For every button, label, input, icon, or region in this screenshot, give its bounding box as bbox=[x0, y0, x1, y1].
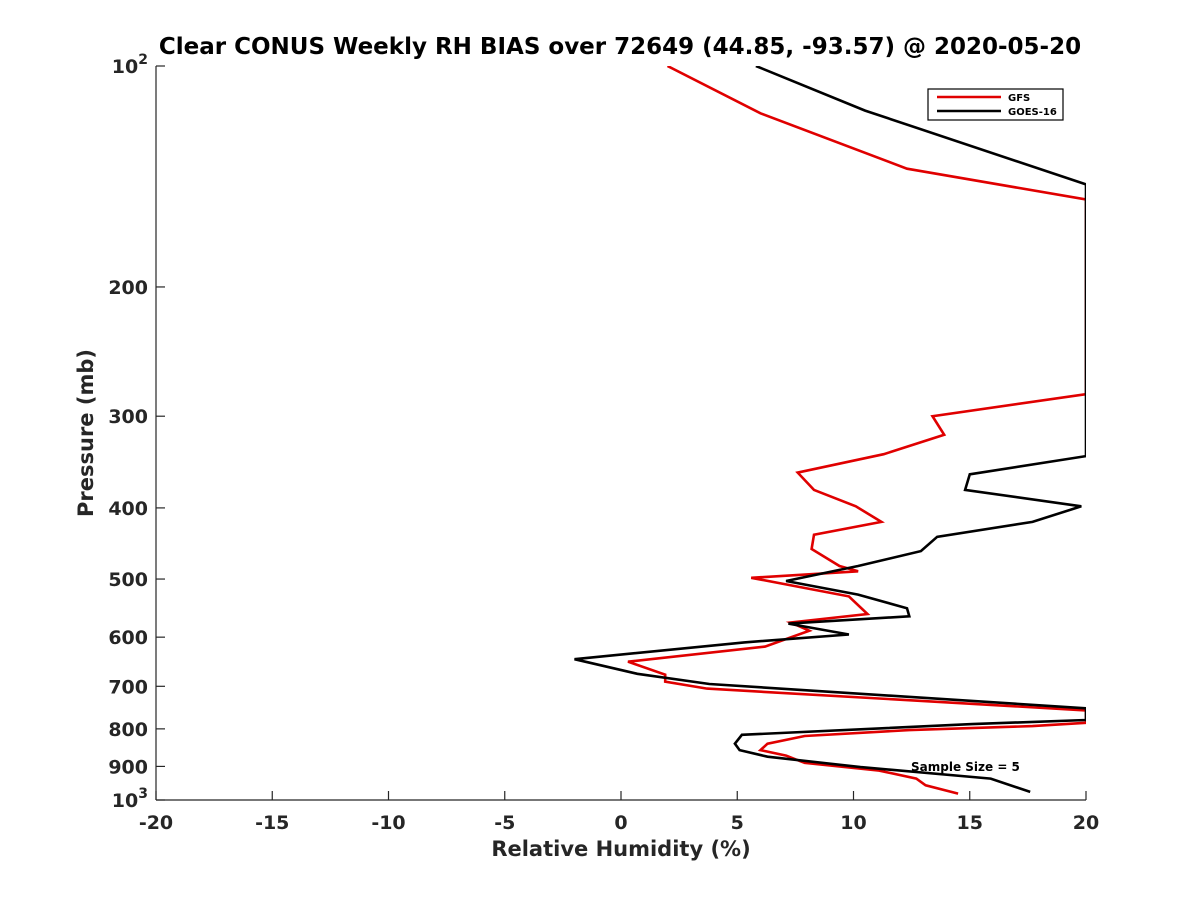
sample-size-annotation: Sample Size = 5 bbox=[911, 760, 1020, 774]
y-ticks: 102 200 300 400 500 600 700 800 900 103 bbox=[108, 52, 165, 812]
x-tick-label: -10 bbox=[371, 812, 405, 834]
x-tick-label: 10 bbox=[840, 812, 866, 834]
y-tick-label: 600 bbox=[108, 627, 148, 649]
x-tick-label: 20 bbox=[1073, 812, 1099, 834]
y-tick-label: 700 bbox=[108, 676, 148, 698]
x-axis-title: Relative Humidity (%) bbox=[491, 837, 750, 861]
x-tick-label: -5 bbox=[494, 812, 515, 834]
legend-box bbox=[927, 88, 1064, 121]
y-tick-label: 500 bbox=[108, 569, 148, 591]
series-line-goes-16 bbox=[574, 66, 1086, 794]
y-tick-label: 800 bbox=[108, 719, 148, 741]
legend-label-gfs: GFS bbox=[1008, 93, 1030, 104]
y-tick-label: 400 bbox=[108, 498, 148, 520]
y-tick-label: 300 bbox=[108, 406, 148, 428]
x-tick-label: -15 bbox=[255, 812, 289, 834]
y-tick-label: 103 bbox=[112, 786, 148, 812]
series-layer bbox=[574, 66, 1086, 795]
y-tick-label: 102 bbox=[112, 52, 148, 78]
y-tick-label: 900 bbox=[108, 756, 148, 778]
x-ticks: -20 -15 -10 -5 0 5 10 15 20 bbox=[139, 791, 1099, 834]
x-tick-label: -20 bbox=[139, 812, 173, 834]
x-tick-label: 5 bbox=[731, 812, 744, 834]
legend-label-goes-16: GOES-16 bbox=[1008, 107, 1057, 118]
legend: GFS GOES-16 bbox=[927, 88, 1064, 121]
x-tick-label: 15 bbox=[957, 812, 983, 834]
chart-title: Clear CONUS Weekly RH BIAS over 72649 (4… bbox=[159, 34, 1081, 60]
y-axis-title: Pressure (mb) bbox=[74, 349, 98, 517]
y-tick-label: 200 bbox=[108, 277, 148, 299]
x-tick-label: 0 bbox=[614, 812, 627, 834]
